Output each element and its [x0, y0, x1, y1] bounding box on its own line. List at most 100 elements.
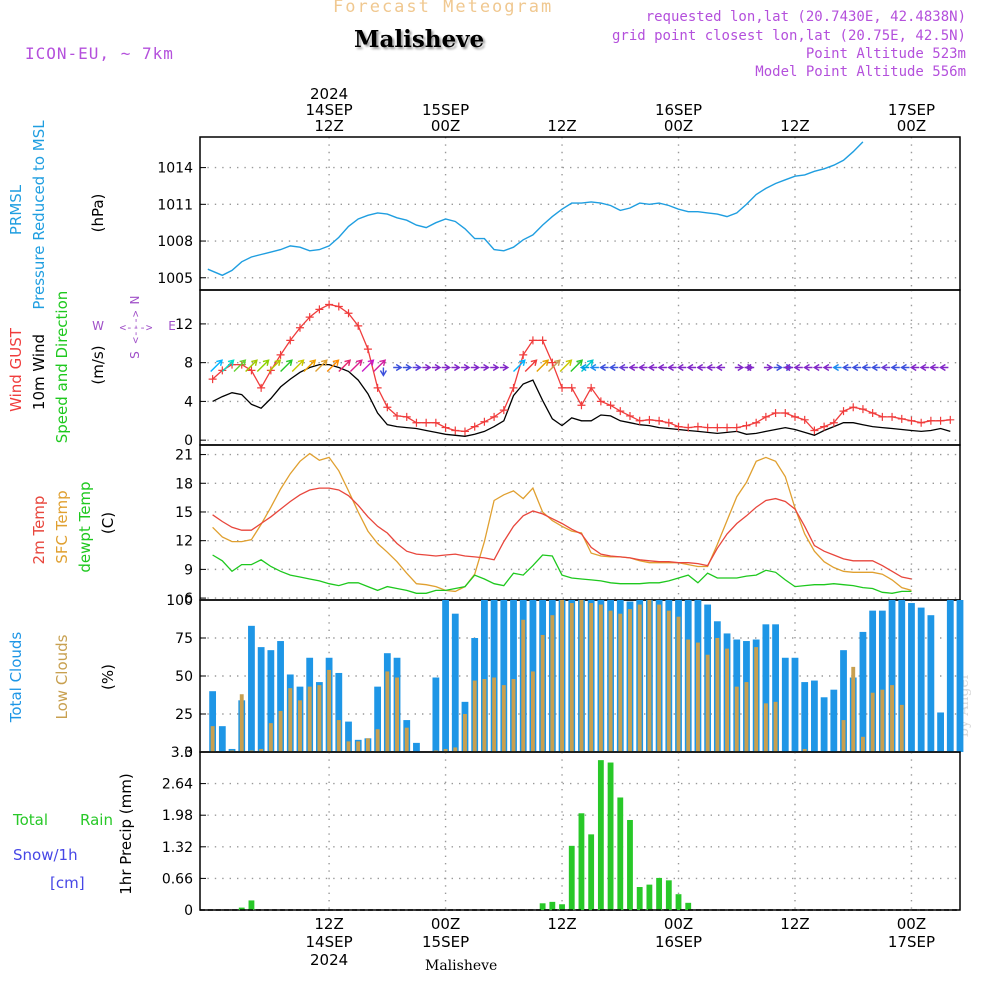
gust-marker [790, 412, 799, 421]
total-cloud-bar [510, 600, 517, 752]
low-cloud-bar [899, 704, 904, 752]
top-time-label: 00Z [897, 117, 926, 135]
cloud-label-unit: (%) [99, 664, 117, 690]
rain-bar [238, 907, 245, 910]
low-cloud-bar [560, 600, 564, 752]
low-cloud-bar [725, 648, 729, 752]
wind-direction-arrow [667, 363, 677, 372]
bottom-location-label: Malisheve [425, 958, 498, 974]
total-cloud-bar [772, 624, 779, 752]
gust-marker [519, 350, 528, 359]
gust-marker [295, 323, 304, 332]
wind-direction-arrow [608, 363, 619, 372]
gust-marker [422, 418, 431, 427]
wind-direction-arrow [618, 363, 628, 372]
low-cloud-bar [443, 748, 448, 752]
wind-label-direction: Speed and Direction [53, 291, 71, 444]
wind-direction-arrow [715, 363, 726, 372]
wind-direction-arrow [393, 363, 403, 372]
total-cloud-bar [209, 691, 217, 752]
compass-e: E [168, 319, 176, 333]
total-cloud-bar [248, 625, 255, 752]
gust-marker [858, 405, 867, 414]
low-cloud-bar [744, 682, 749, 752]
low-cloud-bar [598, 604, 603, 752]
wind-direction-arrow [589, 363, 599, 372]
gust-marker [490, 412, 499, 421]
gust-marker [888, 412, 897, 421]
top-time-label: 00Z [431, 117, 460, 135]
low-cloud-bar [628, 609, 632, 752]
gust-marker [625, 411, 634, 420]
wind-direction-arrow [763, 363, 774, 372]
precip-snow-label: Snow/1h [13, 846, 78, 864]
top-time-label: 12Z [314, 117, 343, 135]
total-cloud-bar [820, 697, 828, 752]
rain-bar [539, 903, 546, 910]
low-cloud-bar [210, 726, 215, 752]
wind-label-gust: Wind GUST [7, 327, 25, 412]
total-cloud-bar [908, 603, 915, 752]
low-cloud-bar [802, 748, 807, 752]
total-cloud-bar [257, 647, 265, 752]
gust-marker [926, 416, 935, 425]
y-tick-label: 1.32 [162, 840, 193, 856]
precip-axis-label: 1hr Precip (mm) [117, 773, 135, 894]
gust-marker [587, 383, 596, 392]
rain-bar [559, 904, 565, 910]
gust-marker [528, 336, 537, 345]
gust-marker [693, 422, 702, 431]
rain-bar [636, 887, 643, 910]
wind-direction-arrow [871, 363, 881, 372]
wind-direction-arrow [657, 363, 667, 372]
temp-2m-line [212, 487, 912, 580]
total-cloud-bar [500, 600, 508, 752]
y-tick-label: 12 [175, 317, 193, 333]
gust-marker [373, 383, 382, 392]
gust-marker [548, 358, 557, 367]
total-cloud-bar [490, 600, 498, 752]
wind-direction-arrow [890, 363, 900, 372]
low-cloud-bar [453, 747, 458, 752]
bottom-time-label: 16SEP [655, 933, 702, 951]
gust-marker [451, 426, 460, 435]
top-time-label: 17SEP [888, 101, 935, 119]
gust-marker [276, 350, 285, 359]
wind-direction-arrow [638, 363, 648, 372]
gust-marker [538, 336, 547, 345]
low-cloud-bar [860, 736, 865, 752]
gust-marker [509, 383, 518, 392]
wind-direction-arrow [490, 363, 500, 372]
wind-direction-arrow [233, 359, 247, 372]
dewpoint-line [212, 554, 912, 594]
wind-direction-arrow [451, 363, 461, 372]
gust-marker [936, 416, 945, 425]
wind-direction-arrow [628, 363, 638, 372]
compass-w: W [92, 319, 104, 333]
wind-direction-arrow [361, 359, 375, 372]
wind-direction-arrow [579, 363, 590, 372]
y-tick-label: 8 [184, 356, 193, 372]
gust-marker [431, 418, 440, 427]
low-cloud-bar [375, 729, 380, 752]
gust-marker [655, 416, 664, 425]
compass-n: N [128, 296, 142, 305]
gust-marker [761, 412, 770, 421]
y-tick-label: 1011 [157, 197, 193, 213]
low-cloud-bar [608, 610, 613, 752]
forecast-meteogram-title: Forecast Meteogram [333, 0, 554, 17]
y-tick-label: 100 [166, 593, 193, 609]
y-tick-label: 0 [184, 433, 193, 449]
total-cloud-bar [946, 600, 954, 752]
y-tick-label: 0.66 [162, 871, 193, 887]
low-cloud-bar [695, 642, 700, 752]
y-tick-label: 21 [175, 448, 193, 464]
wind-direction-arrow [210, 359, 223, 372]
pressure-label-desc: Pressure Reduced to MSL [30, 120, 48, 310]
bottom-time-label: 12Z [314, 915, 343, 933]
wind-direction-arrow [851, 363, 861, 372]
low-cloud-bar [307, 686, 312, 752]
wind-direction-arrow [822, 363, 832, 372]
compass-ns-arrow: <---> [129, 310, 142, 343]
